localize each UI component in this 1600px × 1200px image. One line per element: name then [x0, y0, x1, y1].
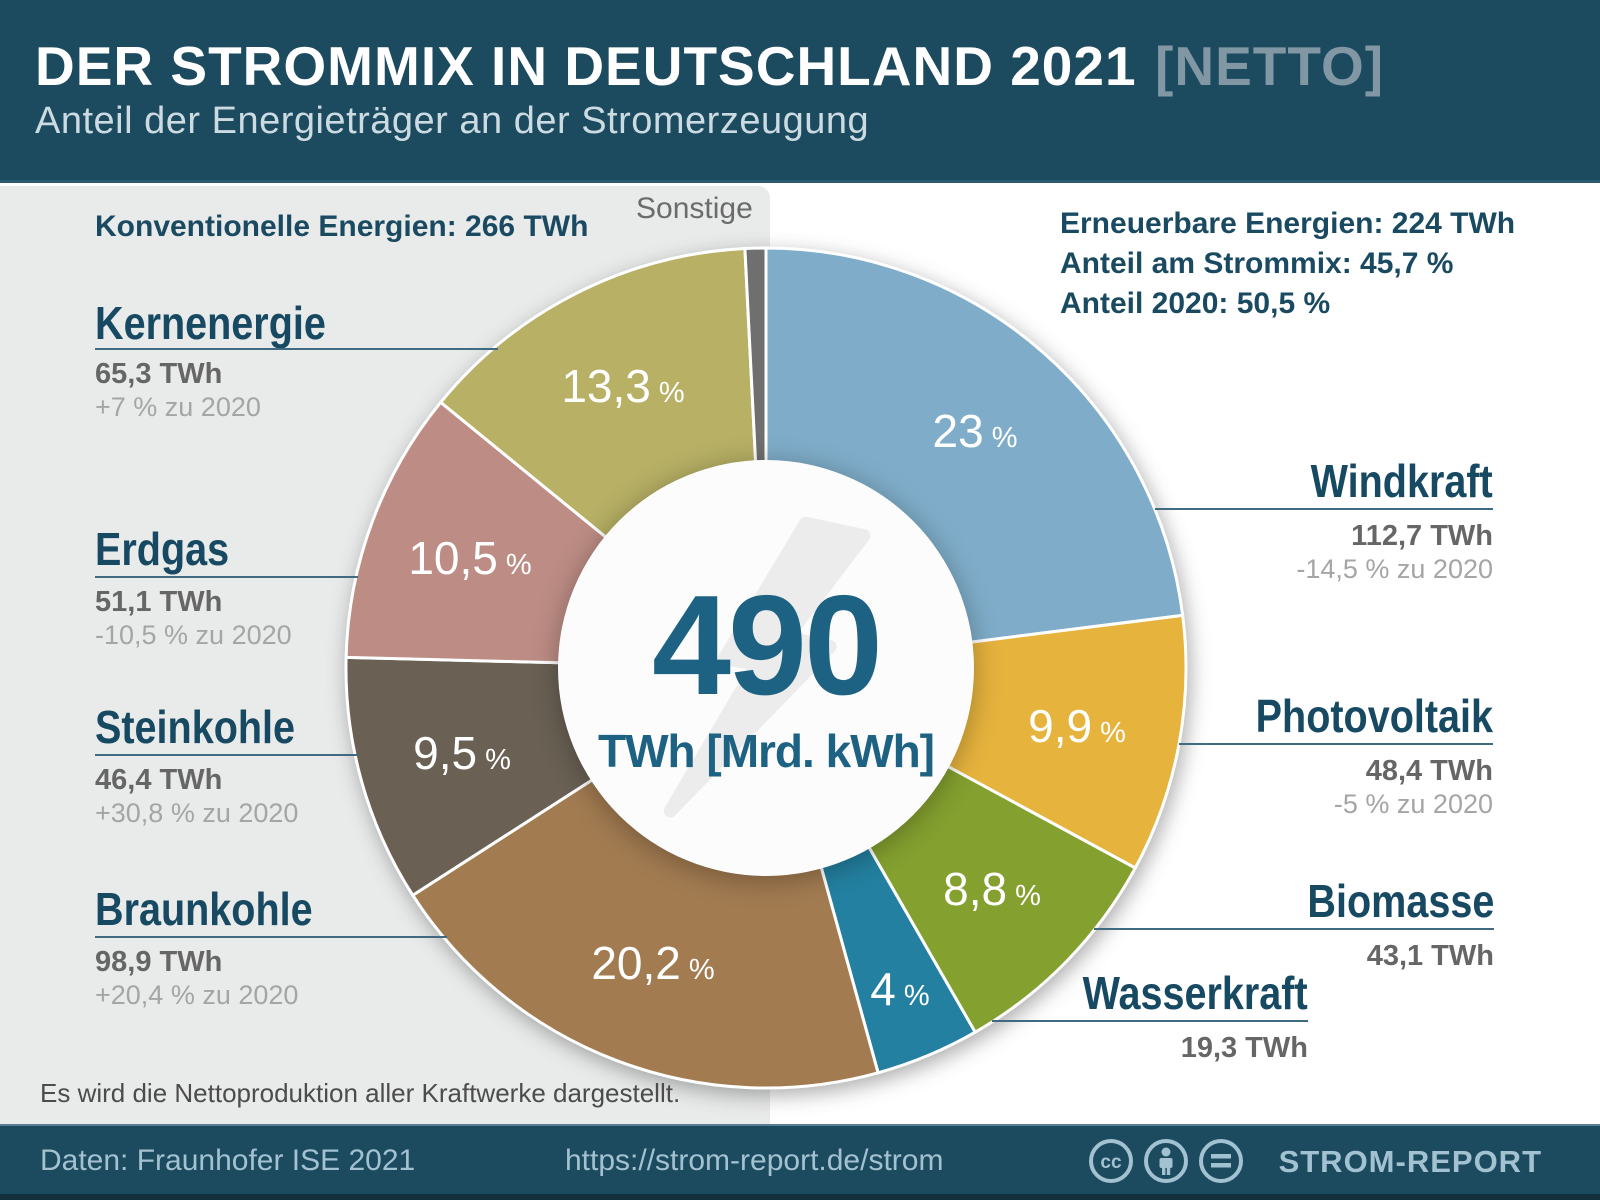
category-value-steinkohle: 46,4 TWh — [95, 764, 223, 796]
category-value-erdgas: 51,1 TWh — [95, 586, 223, 618]
attribution-icon[interactable] — [1143, 1138, 1189, 1184]
page-title-main: DER STROMMIX IN DEUTSCHLAND 2021 — [35, 35, 1137, 97]
total-generation-value: 490 — [652, 566, 883, 725]
category-change-steinkohle: +30,8 % zu 2020 — [95, 798, 299, 828]
category-title-braunkohle: Braunkohle — [95, 883, 313, 935]
category-value-kernenergie: 65,3 TWh — [95, 358, 223, 390]
category-change-windkraft: -14,5 % zu 2020 — [1296, 554, 1493, 584]
category-title-windkraft: Windkraft — [1310, 455, 1493, 507]
category-value-wasserkraft: 19,3 TWh — [1180, 1032, 1308, 1064]
category-title-steinkohle: Steinkohle — [95, 701, 296, 753]
total-generation-unit: TWh [Mrd. kWh] — [597, 725, 935, 777]
category-title-erdgas: Erdgas — [95, 523, 230, 575]
category-change-kernenergie: +7 % zu 2020 — [95, 392, 261, 422]
category-value-biomasse: 43,1 TWh — [1366, 940, 1494, 972]
category-change-erdgas: -10,5 % zu 2020 — [95, 620, 292, 650]
footer-bar: Daten: Fraunhofer ISE 2021 https://strom… — [0, 1124, 1600, 1200]
source-url-link[interactable]: https://strom-report.de/strom — [565, 1144, 944, 1177]
renewable-summary-line1: Erneuerbare Energien: 224 TWh — [1060, 207, 1516, 240]
no-derivatives-icon[interactable] — [1198, 1138, 1244, 1184]
leader-line-photovoltaik — [1179, 743, 1493, 745]
category-change-photovoltaik: -5 % zu 2020 — [1333, 789, 1493, 819]
pie-slice-percent-kernenergie: 13,3% — [561, 360, 684, 412]
pie-slice-percent-braunkohle: 20,2% — [591, 937, 714, 989]
pie-slice-percent-wasserkraft: 4% — [870, 963, 929, 1015]
renewable-summary-line2: Anteil am Strommix: 45,7 % — [1060, 247, 1454, 280]
pie-slice-percent-steinkohle: 9,5% — [413, 727, 511, 779]
leader-line-windkraft — [1155, 508, 1493, 510]
renewable-summary-line3: Anteil 2020: 50,5 % — [1060, 287, 1331, 320]
leader-line-braunkohle — [95, 936, 447, 938]
category-title-kernenergie: Kernenergie — [95, 297, 326, 349]
license-icons: cc — [1088, 1138, 1244, 1184]
pie-slice-percent-biomasse: 8,8% — [943, 863, 1041, 915]
leader-line-steinkohle — [95, 754, 358, 756]
cc-icon[interactable]: cc — [1088, 1138, 1134, 1184]
leader-line-kernenergie — [95, 348, 498, 350]
other-slice-label: Sonstige — [636, 192, 753, 225]
pie-slice-percent-photovoltaik: 9,9% — [1028, 700, 1126, 752]
leader-line-erdgas — [95, 576, 358, 578]
data-source-label: Daten: Fraunhofer ISE 2021 — [40, 1144, 416, 1177]
category-value-photovoltaik: 48,4 TWh — [1365, 755, 1493, 787]
conventional-summary: Konventionelle Energien: 266 TWh — [95, 210, 589, 243]
renewable-summary: Erneuerbare Energien: 224 TWh Anteil am … — [1060, 204, 1515, 324]
brand-label: STROM-REPORT — [1278, 1144, 1542, 1179]
header-bar: DER STROMMIX IN DEUTSCHLAND 2021 [NETTO]… — [0, 0, 1600, 183]
svg-text:cc: cc — [1100, 1152, 1122, 1173]
category-title-wasserkraft: Wasserkraft — [1082, 967, 1308, 1019]
page-subtitle: Anteil der Energieträger an der Stromerz… — [35, 100, 870, 142]
donut-center: 490 TWh [Mrd. kWh] — [558, 460, 974, 876]
category-value-braunkohle: 98,9 TWh — [95, 946, 223, 978]
pie-slice-percent-windkraft: 23% — [933, 405, 1018, 457]
category-value-windkraft: 112,7 TWh — [1351, 520, 1493, 552]
page-title-suffix: [NETTO] — [1155, 35, 1385, 97]
pie-slice-percent-erdgas: 10,5% — [408, 532, 531, 584]
leader-line-biomasse — [1094, 928, 1494, 930]
leader-line-wasserkraft — [992, 1020, 1308, 1022]
page-title: DER STROMMIX IN DEUTSCHLAND 2021 [NETTO] — [35, 34, 1384, 98]
footnote: Es wird die Nettoproduktion aller Kraftw… — [40, 1078, 681, 1108]
lightning-bolt-icon — [663, 516, 871, 818]
category-title-photovoltaik: Photovoltaik — [1255, 690, 1493, 742]
category-title-biomasse: Biomasse — [1307, 875, 1494, 927]
category-change-braunkohle: +20,4 % zu 2020 — [95, 980, 299, 1010]
